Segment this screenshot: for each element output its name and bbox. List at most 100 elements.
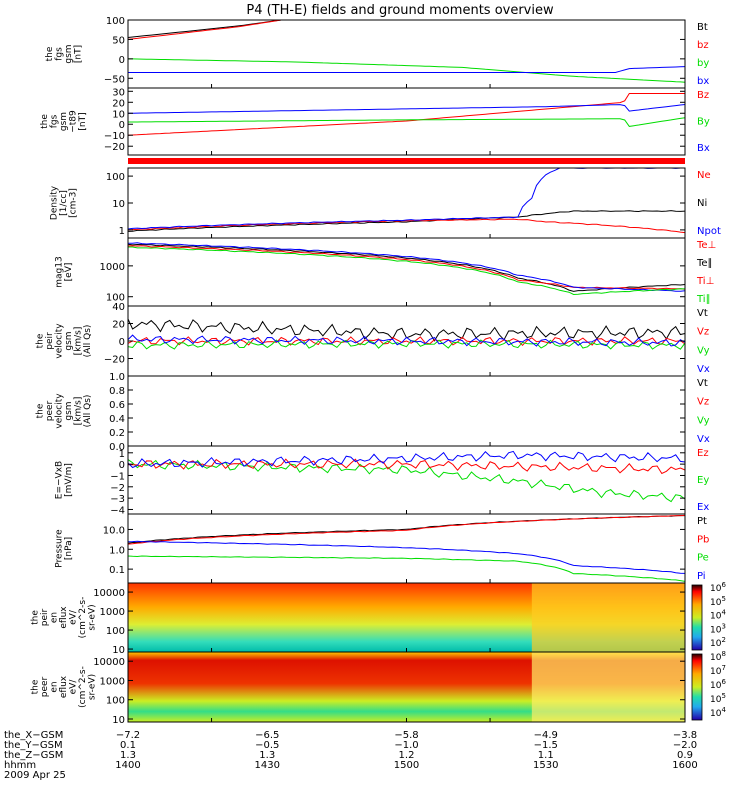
panel-efield: Ez Ey Ex 10−1−2−3−4 E=−VxB [mV/m] [54,445,709,516]
y-axis-label: [1/cc] [59,190,69,216]
legend-label: Ez [697,448,709,459]
legend-label: Ni [697,198,707,209]
y-axis-label: Density [50,185,60,220]
y-axis-label: [nPa] [64,537,74,560]
y-tick-label: 50 [112,35,125,46]
legend-label: Bt [697,22,708,33]
series-line [127,19,685,38]
legend-label: By [697,117,710,128]
y-tick-label: 1000 [100,676,125,687]
y-axis-label: [cm-3] [69,188,79,218]
colorbar-label: 105 [710,595,726,608]
legend-label: bx [697,76,709,87]
y-axis-label: [nT] [73,45,83,63]
series-line [127,334,686,347]
y-axis-label: the [31,610,41,625]
legend-label: Ey [697,475,709,486]
panel-peer_velocity: Vt Vz Vy Vx 1.0 0.8 0.6 0.4 0.2 0.0 the peer velocit… [35,372,710,453]
panel-peir_velocity: Vt Vz Vy Vx 40 20 0 −20 the peir velocity gsm [km/s]… [35,302,710,377]
series-line [127,104,686,114]
y-axis-label: eV/ [69,679,79,695]
series-line [127,218,686,234]
y-tick-label: −2 [110,483,125,494]
y-tick-label: 0 [119,460,125,471]
y-tick-label: −3 [110,494,125,505]
y-axis-label: E=−VxB [54,461,64,499]
y-axis-label: (cm^2-s- [78,597,88,639]
x-axis-row-value: 1530 [533,760,558,771]
legend-label: Vy [697,345,710,356]
panel-pressure: Pt Pb Pe Pi 10.0 1.0 0.1 Pressure [nPa] [54,513,709,584]
colorbar-label: 107 [710,664,726,677]
y-axis-label: −t89 [69,110,79,133]
legend-label: Bx [697,143,710,154]
y-axis-label: [km/s] [73,397,83,426]
y-axis-label: eflux [59,606,69,629]
y-axis-label: [km/s] [73,327,83,356]
colorbar [691,653,703,721]
y-tick-label: 0 [119,120,125,131]
y-tick-label: 1 [119,449,125,460]
spectrogram-late-interval [531,652,685,722]
series-line [127,555,686,582]
y-axis-label: gsm [64,331,74,350]
y-tick-label: −4 [110,505,125,516]
y-axis-label: sr-eV) [88,604,98,630]
legend-label: Pt [697,516,707,527]
x-axis-row-value: −6.5 [255,730,279,741]
x-axis-row-value: −7.2 [116,730,140,741]
series-line [127,245,686,290]
y-axis-label: peer [40,676,50,697]
status-bar [128,158,685,164]
y-axis-label: fgs [54,47,64,61]
x-axis-date: 2009 Apr 25 [4,770,66,781]
panel-temperature: Te⊥ Te∥ Ti⊥ Ti∥ 1000 100 mag13 [eV] [54,237,716,307]
colorbar-label: 103 [710,622,726,635]
x-axis-row-value: 1.1 [538,750,554,761]
x-axis-row-value: −2.0 [673,740,697,751]
x-axis-row-value: 1.2 [399,750,415,761]
y-axis-label: velocity [54,393,64,429]
legend-label: Ne [697,170,711,181]
panel-frame [127,375,686,447]
y-tick-label: 10 [112,199,125,210]
series-line [128,246,686,296]
x-axis-row-value: −5.8 [394,730,418,741]
y-tick-label: 0.8 [109,386,125,397]
y-axis-label: eflux [59,675,69,698]
y-axis-label: gsm [59,112,69,131]
x-axis-row-value: 1430 [255,760,280,771]
legend-label: by [697,58,709,69]
y-tick-label: 20 [112,98,125,109]
x-axis-row-value: −0.5 [255,740,279,751]
y-tick-label: −50 [104,74,125,85]
y-axis-label: the [45,46,55,61]
legend-label: Ex [697,502,709,513]
y-tick-label: 10000 [93,657,125,668]
y-tick-label: 10 [112,645,125,656]
legend-label: Te⊥ [696,240,716,251]
x-axis-row-value: 1.3 [120,750,136,761]
colorbar-label: 104 [710,609,726,622]
x-axis-row-value: 0.9 [677,750,693,761]
y-tick-label: 0 [119,337,125,348]
series-line [127,210,686,232]
panel-frame [127,513,686,584]
y-tick-label: −1 [110,471,125,482]
colorbar-label: 106 [710,678,726,691]
x-axis-row-value: −1.0 [394,740,418,751]
y-axis-label: the [40,114,50,129]
y-tick-label: 10 [112,715,125,726]
y-axis-label: fgs [50,114,60,128]
legend-label: Vx [697,364,710,375]
colorbar-label: 108 [710,650,726,663]
legend-label: bz [697,40,709,51]
y-axis-label: Pressure [54,529,64,568]
y-tick-label: 1.0 [109,545,125,556]
legend-label: Vt [697,308,708,319]
series-line [127,93,685,136]
y-axis-label: peir [45,332,55,350]
